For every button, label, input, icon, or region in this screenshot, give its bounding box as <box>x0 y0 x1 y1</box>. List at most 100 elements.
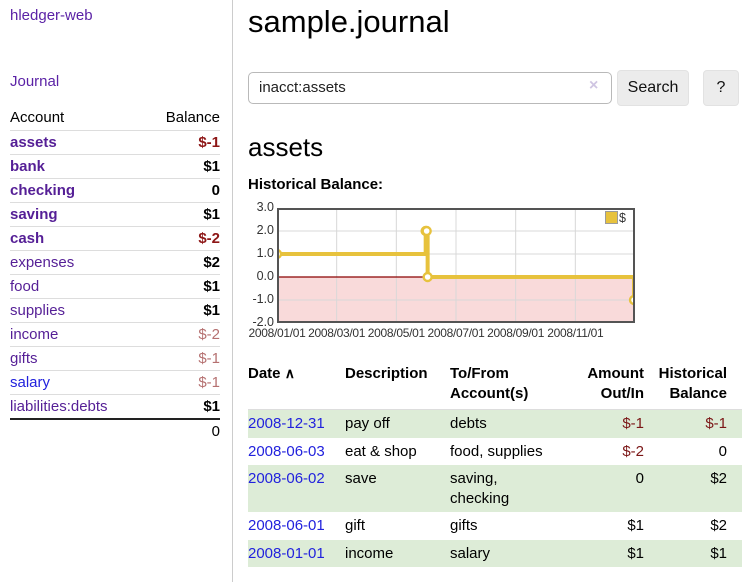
x-axis-tick-label: 2008/11/01 <box>547 325 604 340</box>
account-balance: $1 <box>203 278 220 295</box>
register-header-row: Date ∧ Description To/From Account(s) Am… <box>248 361 742 411</box>
y-axis-tick-label: -2.0 <box>252 314 274 329</box>
transaction-balance: 0 <box>718 442 727 460</box>
historical-balance-chart: $ 3.0 2.0 1.0 0.0 -1.0 -2.0 2008/01/01 2008/03/… <box>248 200 742 343</box>
transaction-row: 2008-01-01 income salary $1 $1 <box>248 539 742 568</box>
transaction-balance: $2 <box>710 517 727 535</box>
transaction-description: income <box>345 544 394 562</box>
x-axis-tick-label: 2008/03/01 <box>308 325 366 340</box>
balance-column-header: Historical Balance <box>644 361 742 411</box>
transaction-amount: $-1 <box>622 415 644 433</box>
transaction-accounts: food, supplies <box>450 442 543 460</box>
account-balance: $-1 <box>198 350 220 367</box>
account-row: expenses $2 <box>10 250 220 275</box>
account-row: salary $-1 <box>10 370 220 395</box>
transaction-accounts: saving, checking <box>450 470 510 507</box>
transaction-accounts: gifts <box>450 517 478 535</box>
transaction-date-link[interactable]: 2008-06-03 <box>248 442 325 460</box>
transaction-amount: $1 <box>627 517 644 535</box>
account-balance: $1 <box>203 158 220 175</box>
transaction-balance: $2 <box>710 470 727 488</box>
app-title-link[interactable]: hledger-web <box>10 7 93 24</box>
x-axis-tick-label: 2008/09/01 <box>487 325 545 340</box>
account-row: bank $1 <box>10 154 220 179</box>
transaction-row: 2008-06-03 eat & shop food, supplies $-2… <box>248 438 742 466</box>
search-button[interactable]: Search <box>617 69 689 106</box>
account-link-salary[interactable]: salary <box>10 374 51 391</box>
main-content: sample.journal × Search ? assets Histori… <box>248 0 742 568</box>
sort-ascending-icon: ∧ <box>284 364 295 381</box>
transaction-description: save <box>345 470 377 488</box>
date-header-label: Date <box>248 364 281 382</box>
transaction-row: 2008-06-02 save saving, checking 0 $2 <box>248 465 742 513</box>
description-column-header: Description <box>345 361 450 411</box>
legend-swatch-icon <box>605 211 618 225</box>
account-link-liabilities-debts[interactable]: liabilities:debts <box>10 398 108 415</box>
register-table: Date ∧ Description To/From Account(s) Am… <box>248 361 742 568</box>
y-axis-tick-label: -1.0 <box>252 291 274 306</box>
account-balance: $1 <box>203 398 220 415</box>
transaction-amount: 0 <box>635 470 644 488</box>
transaction-balance: $1 <box>710 544 727 562</box>
account-link-income[interactable]: income <box>10 326 59 343</box>
transaction-date-link[interactable]: 2008-06-02 <box>248 470 325 488</box>
transaction-description: eat & shop <box>345 442 417 460</box>
account-row: saving $1 <box>10 202 220 227</box>
help-button[interactable]: ? <box>703 69 739 106</box>
accounts-total-row: 0 <box>10 419 220 443</box>
amount-column-header: Amount Out/In <box>562 361 644 411</box>
account-row: liabilities:debts $1 <box>10 394 220 420</box>
account-balance: $-2 <box>198 326 220 343</box>
account-balance: $-2 <box>198 230 220 247</box>
account-column-header: To/From Account(s) <box>450 361 562 411</box>
account-link-checking[interactable]: checking <box>10 182 76 199</box>
accounts-total: 0 <box>211 423 220 440</box>
chart-title: Historical Balance: <box>248 175 384 193</box>
account-link-assets[interactable]: assets <box>10 134 57 151</box>
search-form: × Search ? <box>248 69 742 106</box>
account-balance: $-1 <box>198 134 220 151</box>
account-row: income $-2 <box>10 322 220 347</box>
account-row: cash $-2 <box>10 226 220 251</box>
legend-label: $ <box>619 210 626 225</box>
sidebar-item-journal[interactable]: Journal <box>10 73 60 90</box>
page-title: sample.journal <box>248 4 450 39</box>
transaction-accounts: salary <box>450 544 491 562</box>
account-row: food $1 <box>10 274 220 299</box>
account-link-gifts[interactable]: gifts <box>10 350 38 367</box>
account-link-expenses[interactable]: expenses <box>10 254 75 271</box>
account-link-saving[interactable]: saving <box>10 206 58 223</box>
sidebar: hledger-web Journal Account Balance asse… <box>0 0 233 582</box>
transaction-description: pay off <box>345 415 390 433</box>
account-balance: $1 <box>203 206 220 223</box>
account-link-food[interactable]: food <box>10 278 40 295</box>
account-balance: $-1 <box>198 374 220 391</box>
x-axis-tick-label: 2008/07/01 <box>427 325 485 340</box>
y-axis-tick-label: 3.0 <box>256 199 274 214</box>
transaction-date-link[interactable]: 2008-01-01 <box>248 544 325 562</box>
balance-column-header: Balance <box>165 109 220 126</box>
clear-search-icon[interactable]: × <box>589 76 599 94</box>
app-title: hledger-web <box>10 7 232 24</box>
account-column-header: Account <box>10 109 65 126</box>
transaction-description: gift <box>345 517 366 535</box>
y-axis-tick-label: 0.0 <box>256 268 274 283</box>
y-axis-tick-label: 1.0 <box>256 245 274 260</box>
account-row: checking 0 <box>10 178 220 203</box>
date-column-header[interactable]: Date ∧ <box>248 361 345 411</box>
account-link-bank[interactable]: bank <box>10 158 46 175</box>
account-balance: 0 <box>211 182 220 199</box>
account-link-supplies[interactable]: supplies <box>10 302 66 319</box>
search-input[interactable] <box>248 71 612 104</box>
account-balance: $2 <box>203 254 220 271</box>
account-row: supplies $1 <box>10 298 220 323</box>
transaction-accounts: debts <box>450 415 487 433</box>
x-axis-tick-label: 2008/05/01 <box>367 325 425 340</box>
transaction-date-link[interactable]: 2008-12-31 <box>248 415 325 433</box>
transaction-row: 2008-12-31 pay off debts $-1 $-1 <box>248 409 742 438</box>
transaction-date-link[interactable]: 2008-06-01 <box>248 517 325 535</box>
x-axis-tick-label: 2008/01/01 <box>248 325 306 340</box>
account-link-cash[interactable]: cash <box>10 230 45 247</box>
chart-legend: $ <box>605 211 626 225</box>
chart-plot-area <box>277 207 635 323</box>
